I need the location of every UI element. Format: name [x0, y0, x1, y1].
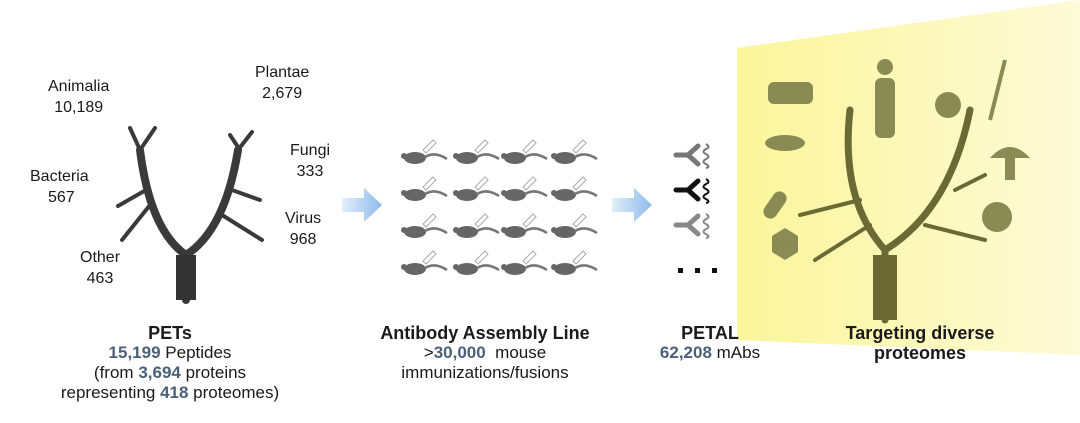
label-virus: Virus 968 [285, 210, 322, 248]
mouse-icon [451, 138, 501, 166]
organism-icons [763, 59, 1030, 260]
mouse-icon [451, 249, 501, 277]
virus-icon [772, 228, 798, 260]
mouse-icon [399, 249, 449, 277]
fruit-icon [935, 92, 961, 118]
mouse-icon [399, 138, 449, 166]
mouse-icon [549, 175, 599, 203]
label-bacteria: Bacteria 567 [30, 168, 89, 206]
mouse-icon [399, 212, 449, 240]
mushroom-icon [990, 147, 1030, 180]
mouse-icon [499, 249, 549, 277]
cell-icon [982, 202, 1012, 232]
mouse-icon [549, 212, 599, 240]
arrow-icon [342, 188, 382, 222]
mouse-icon [549, 249, 599, 277]
mouse-icon [499, 138, 549, 166]
phylogenetic-tree-icon [116, 126, 264, 304]
pets-caption: PETs 15,199 Peptides (from 3,694 protein… [60, 323, 280, 402]
assembly-caption: Antibody Assembly Line >30,000 mouse imm… [380, 323, 590, 382]
mouse-icon [499, 175, 549, 203]
mouse-icon [451, 175, 501, 203]
antibody-icons [676, 144, 717, 273]
rat-icon [765, 135, 805, 151]
label-animalia: Animalia 10,189 [48, 78, 110, 116]
organism-tree-icon [798, 106, 987, 324]
label-plantae: Plantae 2,679 [255, 64, 310, 102]
arrow-icon [612, 188, 652, 222]
mouse-icon [451, 212, 501, 240]
plant-icon [988, 59, 1007, 121]
bacteria-icon [763, 191, 787, 219]
cow-icon [768, 82, 813, 104]
petal-caption: PETAL 62,208 mAbs [659, 323, 761, 362]
label-fungi: Fungi 333 [290, 142, 331, 180]
highlight-region [737, 0, 1080, 355]
label-other: Other 463 [80, 249, 121, 287]
targeting-caption: Targeting diverse proteomes [845, 323, 995, 363]
human-icon [877, 59, 893, 75]
mouse-icon [499, 212, 549, 240]
mouse-icon [399, 175, 449, 203]
mouse-icon [549, 138, 599, 166]
mouse-grid-icon [399, 138, 599, 277]
